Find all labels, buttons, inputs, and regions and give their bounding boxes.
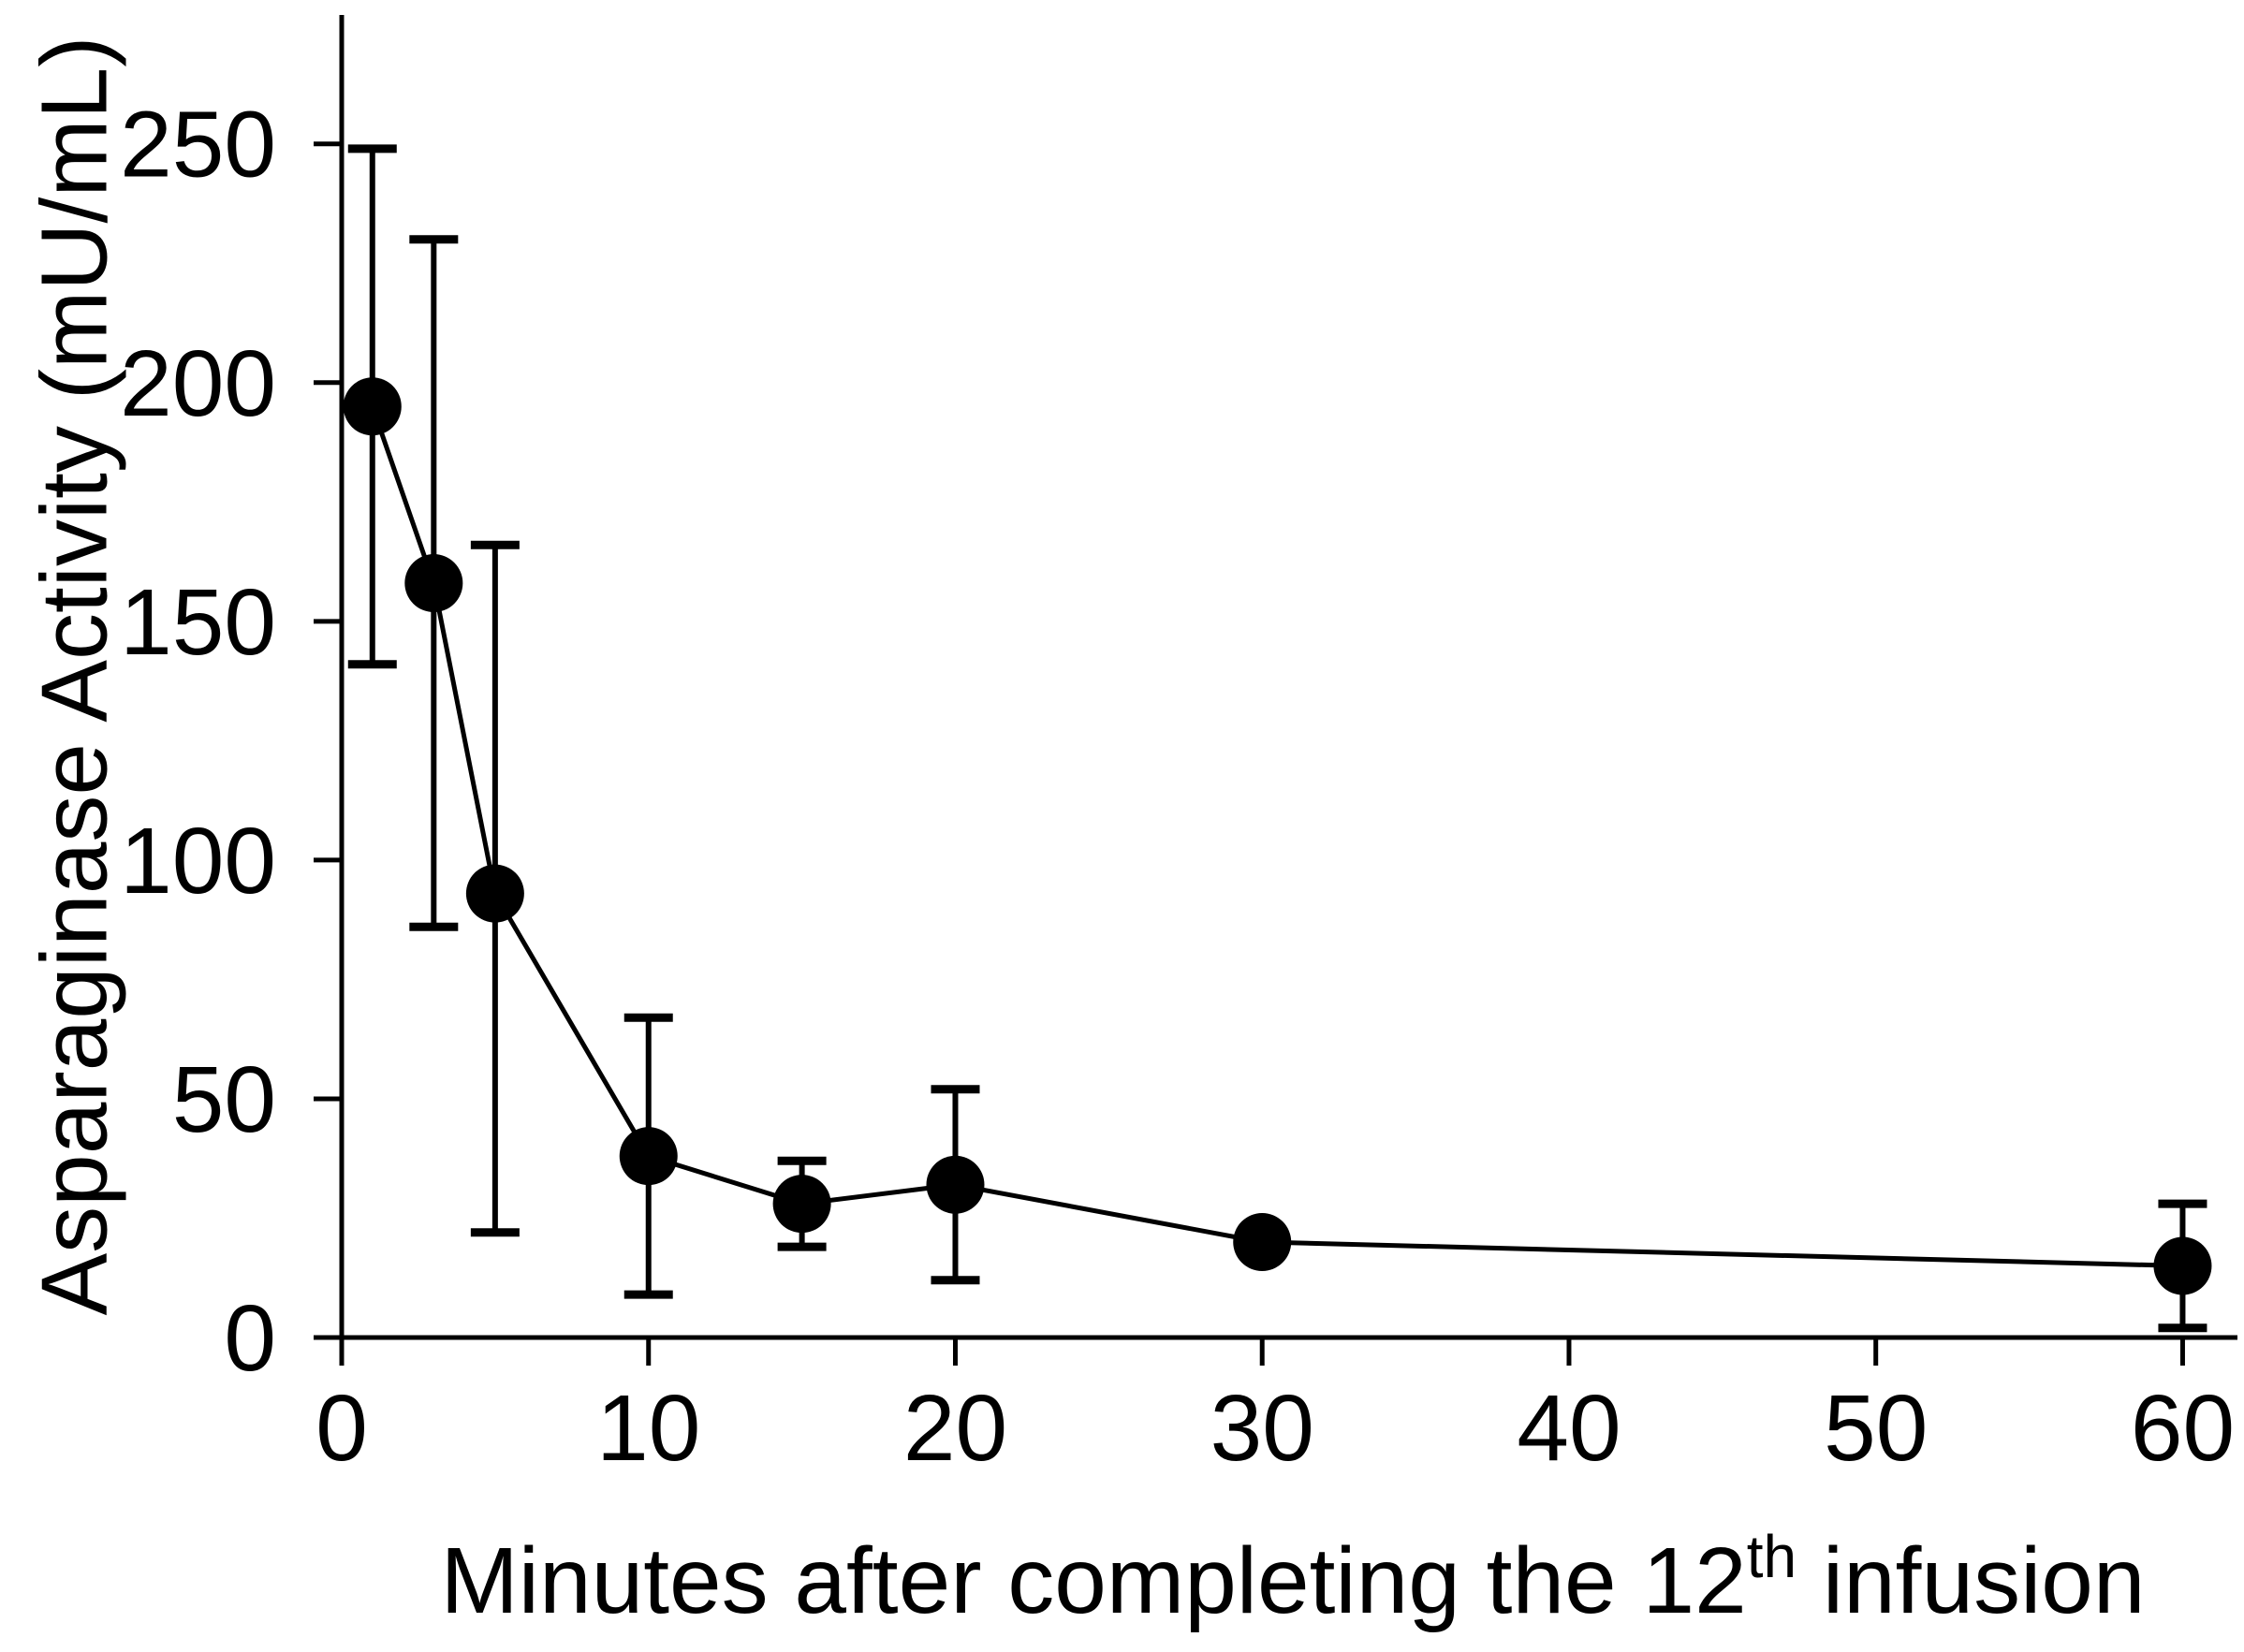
y-tick-label: 150 bbox=[120, 570, 276, 675]
y-axis-title: Asparaginase Activity (mU/mL) bbox=[22, 36, 127, 1316]
x-axis-title-main: Minutes after completing the 12 bbox=[440, 1528, 1747, 1633]
y-tick-label: 0 bbox=[224, 1286, 276, 1391]
data-point-marker bbox=[2153, 1236, 2212, 1295]
x-tick-label: 30 bbox=[1210, 1376, 1314, 1481]
x-axis-title-suffix: infusion bbox=[1797, 1528, 2146, 1633]
x-tick-label: 50 bbox=[1824, 1376, 1928, 1481]
data-point-marker bbox=[772, 1175, 831, 1234]
x-axis-title: Minutes after completing the 12th infusi… bbox=[342, 1523, 2244, 1635]
y-tick-label: 50 bbox=[172, 1047, 276, 1152]
data-point-marker bbox=[926, 1155, 985, 1214]
series-line bbox=[370, 405, 2183, 1268]
data-point-marker bbox=[465, 864, 524, 923]
data-point-marker bbox=[343, 377, 402, 436]
y-tick-label: 200 bbox=[120, 331, 276, 436]
x-tick-label: 0 bbox=[315, 1376, 368, 1481]
x-axis-title-superscript: th bbox=[1746, 1523, 1797, 1590]
data-point-marker bbox=[404, 554, 463, 613]
y-tick-label: 100 bbox=[120, 809, 276, 914]
x-tick-label: 40 bbox=[1517, 1376, 1621, 1481]
x-tick-label: 10 bbox=[596, 1376, 700, 1481]
data-point-marker bbox=[1233, 1212, 1292, 1271]
y-tick-label: 250 bbox=[120, 93, 276, 197]
data-point-marker bbox=[619, 1127, 678, 1186]
x-tick-label: 20 bbox=[903, 1376, 1007, 1481]
x-tick-label: 60 bbox=[2131, 1376, 2235, 1481]
